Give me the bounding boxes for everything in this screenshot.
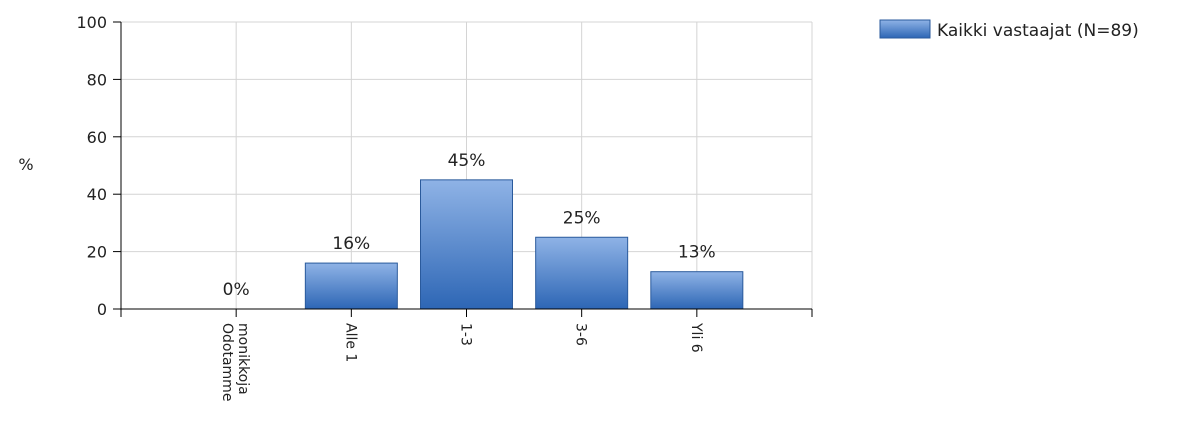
y-tick-label: 80 [87,70,107,89]
data-label: 16% [332,234,370,254]
category-label-line: monikkoja [235,323,251,395]
y-tick-label: 100 [76,13,107,32]
axes: 0 20 40 60 80 100 Odotamme monikkoja Alle 1 1-3 3-… [76,13,813,401]
data-label: 13% [678,243,716,263]
category-label-line: Alle 1 [342,323,358,362]
bar [650,271,744,310]
data-label: 0% [223,280,250,300]
bar [420,179,513,310]
category-label: Odotamme monikkoja [219,323,251,401]
bars: 0% 16% 45% 25% 13% [223,151,744,310]
data-label: 25% [563,208,601,228]
bar [304,262,398,310]
legend-label: Kaikki vastaajat (N=89) [937,21,1139,41]
data-label: 45% [448,151,486,171]
y-tick-label: 40 [87,185,107,204]
category-label: Alle 1 [342,323,358,362]
category-label: 1-3 [458,323,474,346]
category-label-line: 3-6 [573,323,589,346]
category-label-line: Yli 6 [688,322,704,353]
grid [121,21,813,309]
bar [535,236,629,310]
y-tick-label: 20 [87,243,107,262]
legend-swatch [879,19,931,39]
category-label: 3-6 [573,323,589,346]
y-tick-label: 0 [97,300,107,319]
category-label-line: Odotamme [219,323,235,401]
category-label: Yli 6 [688,322,704,353]
y-tick-label: 60 [87,128,107,147]
legend: Kaikki vastaajat (N=89) [879,19,1139,41]
y-axis-label: % [18,155,33,174]
category-label-line: 1-3 [458,323,474,346]
